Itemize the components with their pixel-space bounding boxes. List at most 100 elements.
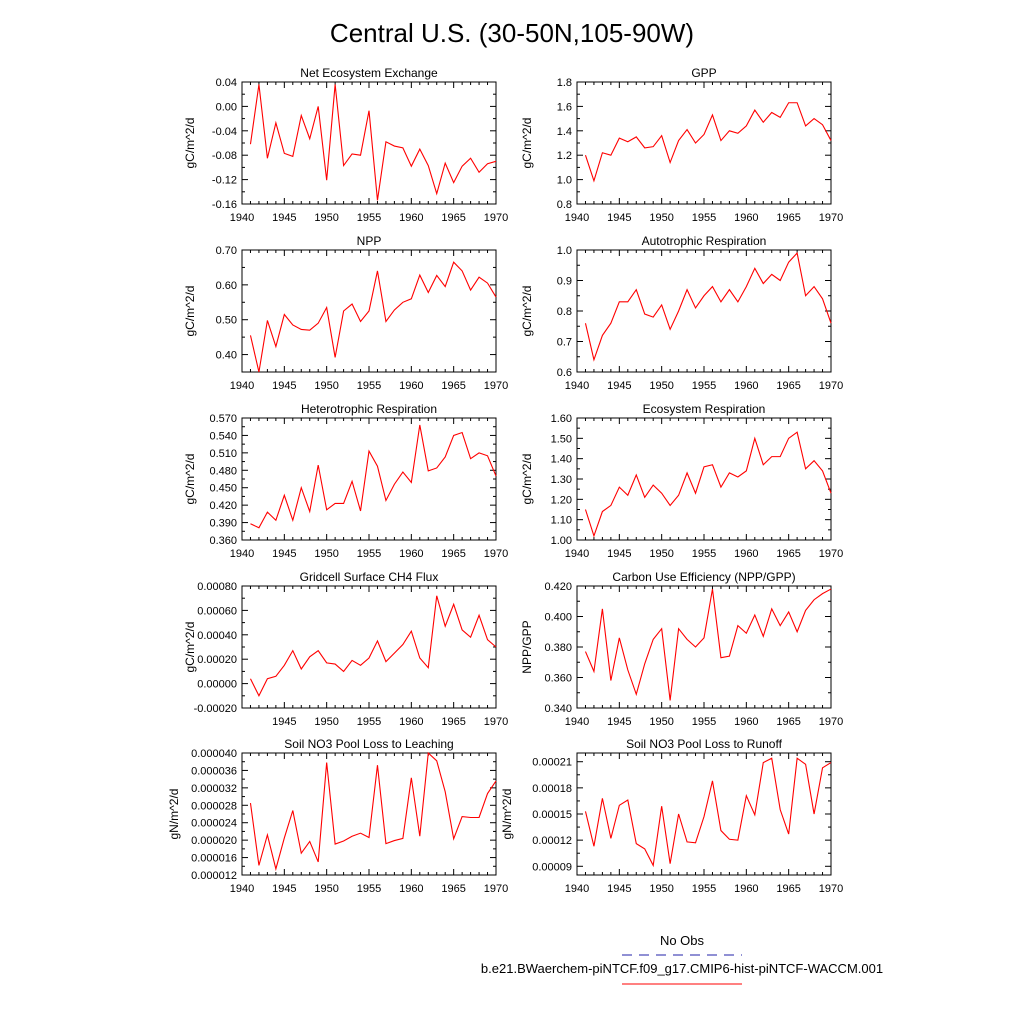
y-tick-label: 0.540 bbox=[209, 430, 237, 442]
x-tick-label: 1945 bbox=[272, 883, 296, 895]
y-axis-label: gN/m^2/d bbox=[500, 789, 514, 840]
x-tick-label: 1970 bbox=[819, 716, 843, 728]
x-tick-label: 1945 bbox=[607, 716, 631, 728]
x-tick-label: 1945 bbox=[272, 716, 296, 728]
x-tick-label: 1970 bbox=[819, 212, 843, 224]
y-tick-label: 0.00009 bbox=[532, 861, 572, 873]
y-axis-label: NPP/GPP bbox=[520, 620, 534, 673]
y-tick-label: -0.08 bbox=[212, 150, 237, 162]
y-tick-label: 0.570 bbox=[209, 413, 237, 425]
x-tick-label: 1960 bbox=[734, 716, 758, 728]
x-tick-label: 1940 bbox=[230, 883, 254, 895]
y-tick-label: 0.00012 bbox=[532, 835, 572, 847]
x-tick-label: 1940 bbox=[565, 548, 589, 560]
plot-frame bbox=[576, 81, 832, 205]
x-tick-label: 1970 bbox=[819, 380, 843, 392]
y-tick-label: -0.12 bbox=[212, 175, 237, 187]
x-tick-label: 1950 bbox=[314, 548, 338, 560]
y-tick-label: 0.450 bbox=[209, 483, 237, 495]
x-tick-label: 1950 bbox=[649, 883, 673, 895]
series-line bbox=[584, 757, 832, 868]
plot-frame bbox=[241, 417, 497, 541]
plot-frame bbox=[576, 585, 832, 709]
x-tick-label: 1970 bbox=[484, 716, 508, 728]
y-axis-label: gC/m^2/d bbox=[520, 118, 534, 169]
y-tick-label: 1.00 bbox=[551, 535, 572, 547]
x-tick-label: 1970 bbox=[484, 380, 508, 392]
y-tick-label: 1.40 bbox=[551, 454, 572, 466]
y-tick-label: 0.00000 bbox=[197, 679, 237, 691]
x-tick-label: 1965 bbox=[776, 548, 800, 560]
x-tick-label: 1955 bbox=[357, 212, 381, 224]
y-tick-label: 0.420 bbox=[209, 500, 237, 512]
x-tick-label: 1970 bbox=[484, 883, 508, 895]
x-tick-label: 1955 bbox=[357, 883, 381, 895]
y-tick-label: 1.8 bbox=[557, 77, 572, 89]
x-tick-label: 1955 bbox=[357, 716, 381, 728]
x-tick-label: 1965 bbox=[441, 548, 465, 560]
x-tick-label: 1940 bbox=[565, 212, 589, 224]
x-tick-label: 1950 bbox=[649, 548, 673, 560]
y-tick-label: 0.000032 bbox=[191, 783, 237, 795]
plot-frame bbox=[576, 249, 832, 373]
y-tick-label: 0.50 bbox=[216, 315, 237, 327]
series-line bbox=[250, 424, 497, 529]
x-tick-label: 1960 bbox=[399, 548, 423, 560]
x-tick-label: 1960 bbox=[734, 548, 758, 560]
series-line bbox=[584, 431, 832, 538]
x-tick-label: 1965 bbox=[441, 212, 465, 224]
panel-carbon-use-efficiency-npp-gpp: Carbon Use Efficiency (NPP/GPP) 1940 1945 1… bbox=[520, 570, 843, 728]
panel-soil-no3-pool-loss-to-leaching: Soil NO3 Pool Loss to Leaching 1940 1945 19… bbox=[167, 737, 508, 895]
x-tick-label: 1940 bbox=[230, 548, 254, 560]
x-tick-label: 1950 bbox=[649, 212, 673, 224]
y-tick-label: 0.380 bbox=[544, 642, 572, 654]
plot-frame bbox=[241, 752, 497, 876]
y-tick-label: 0.00018 bbox=[532, 783, 572, 795]
plot-frame bbox=[241, 585, 497, 709]
x-tick-label: 1965 bbox=[441, 380, 465, 392]
y-tick-label: 0.00015 bbox=[532, 809, 572, 821]
x-tick-label: 1950 bbox=[314, 212, 338, 224]
series-line bbox=[249, 84, 497, 201]
y-tick-label: 0.70 bbox=[216, 245, 237, 257]
series-line bbox=[584, 102, 832, 183]
y-axis-label: gC/m^2/d bbox=[183, 286, 197, 337]
y-tick-label: 0.000016 bbox=[191, 853, 237, 865]
x-tick-label: 1965 bbox=[776, 716, 800, 728]
y-tick-label: 0.40 bbox=[216, 350, 237, 362]
y-tick-label: 1.6 bbox=[557, 101, 572, 113]
y-tick-label: -0.16 bbox=[212, 199, 237, 211]
x-tick-label: 1970 bbox=[819, 548, 843, 560]
x-tick-label: 1955 bbox=[692, 212, 716, 224]
x-tick-label: 1945 bbox=[272, 380, 296, 392]
panel-title: Carbon Use Efficiency (NPP/GPP) bbox=[612, 570, 795, 584]
y-tick-label: 1.20 bbox=[551, 494, 572, 506]
panel-title: Soil NO3 Pool Loss to Leaching bbox=[284, 737, 453, 751]
series-line bbox=[249, 595, 497, 698]
y-axis-label: gN/m^2/d bbox=[167, 789, 181, 840]
series-line bbox=[249, 261, 497, 373]
x-tick-label: 1965 bbox=[441, 883, 465, 895]
panel-title: Heterotrophic Respiration bbox=[301, 402, 437, 416]
panel-gpp: GPP 1940 1945 1950 1955 1960 1965 1970 1.8 1.6 1.4… bbox=[520, 66, 843, 224]
x-tick-label: 1960 bbox=[734, 212, 758, 224]
y-tick-label: 0.00021 bbox=[532, 757, 572, 769]
x-tick-label: 1945 bbox=[607, 548, 631, 560]
panel-title: GPP bbox=[691, 66, 716, 80]
legend: No Obs b.e21.BWaerchem-piNTCF.f09_g17.CM… bbox=[481, 933, 883, 985]
x-tick-label: 1960 bbox=[399, 212, 423, 224]
y-tick-label: 0.000012 bbox=[191, 870, 237, 882]
y-tick-label: 1.30 bbox=[551, 474, 572, 486]
y-tick-label: -0.00020 bbox=[194, 703, 237, 715]
x-tick-label: 1945 bbox=[607, 883, 631, 895]
y-tick-label: 1.2 bbox=[557, 150, 572, 162]
y-tick-label: 0.04 bbox=[216, 77, 237, 89]
y-tick-label: 0.390 bbox=[209, 518, 237, 530]
x-tick-label: 1955 bbox=[692, 716, 716, 728]
x-tick-label: 1950 bbox=[314, 883, 338, 895]
panel-title: Net Ecosystem Exchange bbox=[300, 66, 438, 80]
y-tick-label: 0.9 bbox=[557, 276, 572, 288]
y-tick-label: 0.8 bbox=[557, 199, 572, 211]
x-tick-label: 1960 bbox=[399, 716, 423, 728]
y-tick-label: 0.340 bbox=[544, 703, 572, 715]
